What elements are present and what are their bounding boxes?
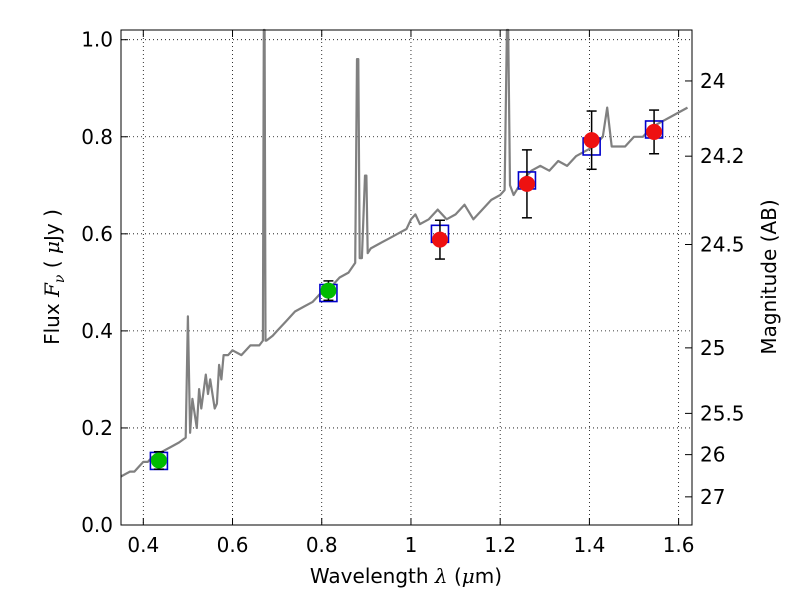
observed-nir-point — [518, 175, 535, 192]
y2-tick-label: 25 — [700, 336, 725, 360]
x-tick-label: 1.6 — [663, 533, 695, 557]
observed-optical-point — [150, 452, 167, 469]
grid-lines — [121, 30, 692, 526]
axis-ticks: 0.4 0.6 0.8 1 1.2 1.4 1.6 0.0 0.2 0.4 0.6 0.8 1.0 24 2… — [81, 28, 744, 557]
model-spectrum-line — [120, 28, 689, 478]
y-tick-label: 0.2 — [81, 416, 113, 440]
y2-tick-label: 25.5 — [700, 401, 745, 425]
x-tick-label: 1 — [405, 533, 418, 557]
y2-tick-label: 24.2 — [700, 144, 745, 168]
observed-optical-point — [320, 282, 337, 299]
x-axis-label: Wavelength λ (μm) — [310, 564, 502, 588]
y2-tick-label: 27 — [700, 485, 725, 509]
observed-nir-point — [646, 123, 663, 140]
x-tick-label: 1.2 — [484, 533, 516, 557]
y-tick-label: 0.6 — [81, 222, 113, 246]
y2-tick-label: 24 — [700, 69, 725, 93]
y-tick-label: 0.8 — [81, 125, 113, 149]
observed-nir-point — [583, 132, 600, 149]
plot-frame — [120, 29, 693, 526]
y2-tick-label: 26 — [700, 443, 725, 467]
y2-axis-label: Magnitude (AB) — [757, 199, 781, 354]
y2-tick-label: 24.5 — [700, 233, 745, 257]
x-tick-label: 0.6 — [217, 533, 249, 557]
y-tick-label: 1.0 — [81, 28, 113, 52]
y-axis-label: Flux Fν ( μJy ) — [40, 209, 68, 345]
plot-series — [120, 28, 689, 478]
observed-nir-point — [431, 231, 448, 248]
x-tick-label: 0.8 — [306, 533, 338, 557]
y-tick-label: 0.4 — [81, 319, 113, 343]
x-tick-label: 0.4 — [127, 533, 159, 557]
y-tick-label: 0.0 — [81, 513, 113, 537]
x-tick-label: 1.4 — [573, 533, 605, 557]
